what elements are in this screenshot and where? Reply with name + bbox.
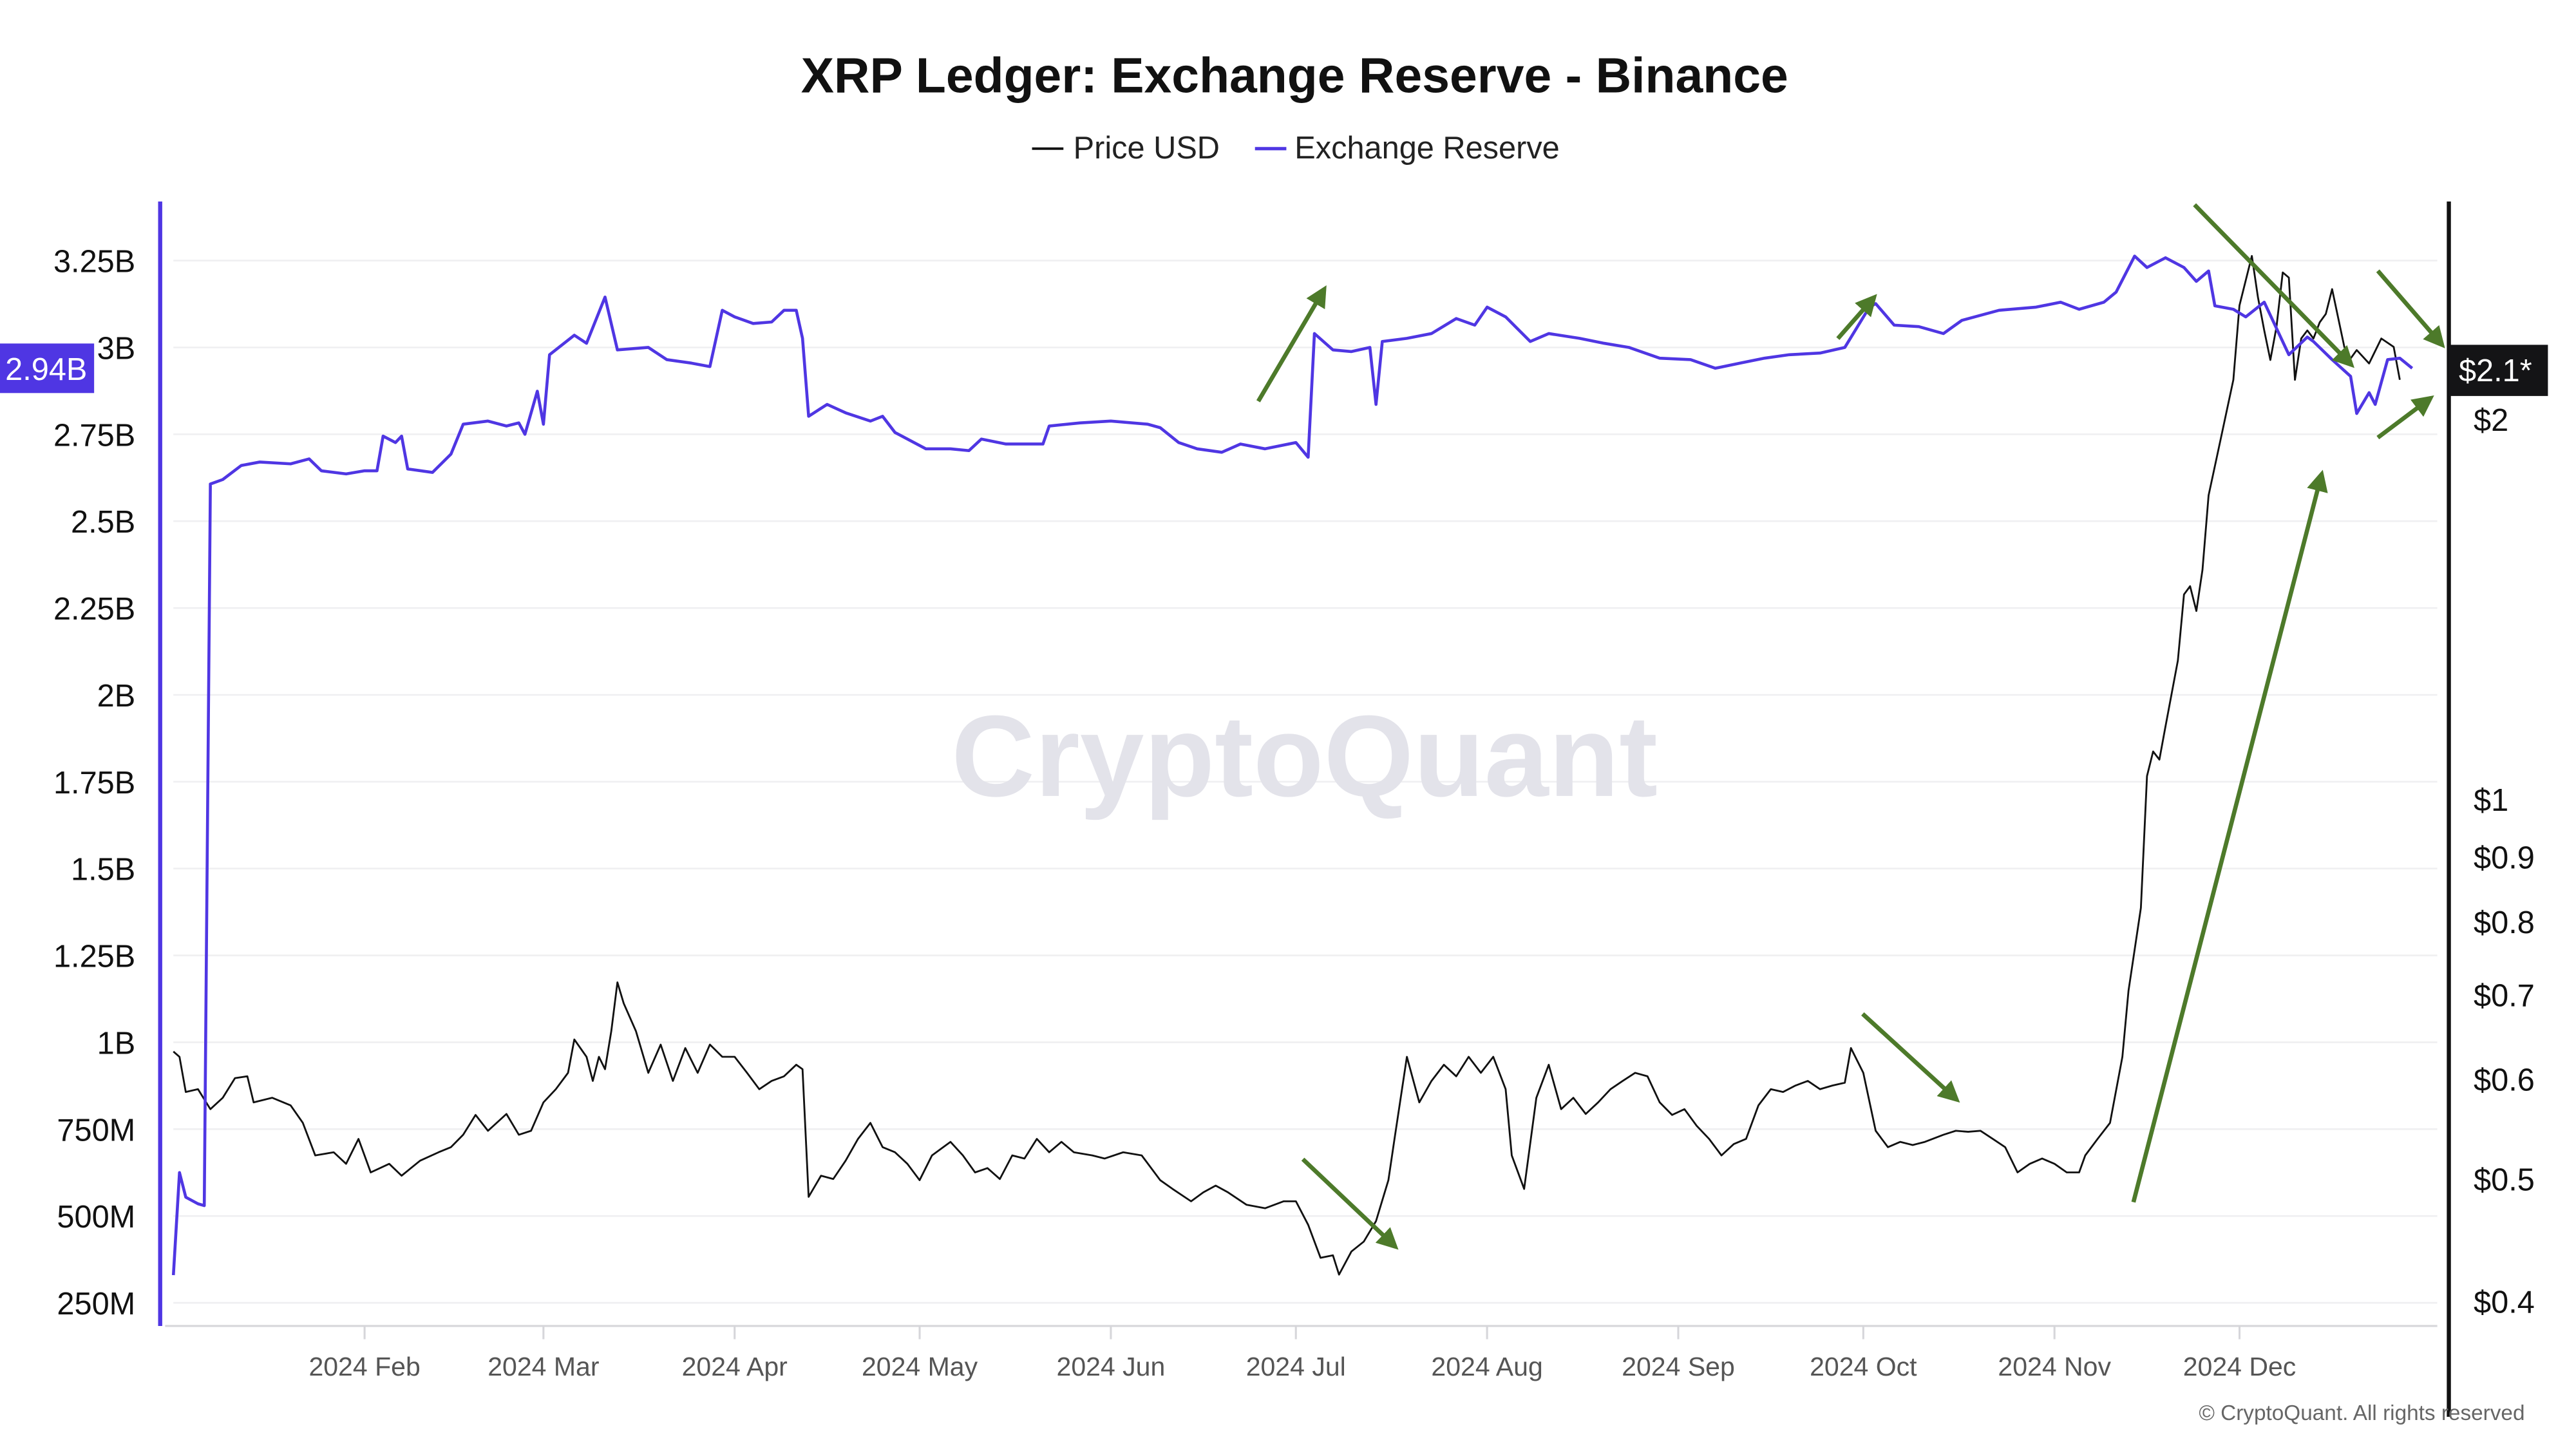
- y-left-tick-label: 2.75B: [53, 418, 135, 453]
- copyright: © CryptoQuant. All rights reserved: [2199, 1401, 2524, 1425]
- x-tick-label: 2024 Jul: [1246, 1352, 1346, 1381]
- price-current-badge: $2.1*: [2448, 345, 2548, 396]
- y-left-tick-label: 1.5B: [71, 853, 135, 887]
- series-lines: [171, 254, 2414, 1276]
- arrow-up-icon: [2131, 469, 2328, 1203]
- x-tick-label: 2024 Mar: [488, 1352, 599, 1381]
- y-left-tick-label: 500M: [57, 1200, 135, 1235]
- y-axis-right: $2 $1 $0.9 $0.8 $0.7 $0.6 $0.5 $0.4: [2447, 201, 2535, 1417]
- chart-title: XRP Ledger: Exchange Reserve - Binance: [801, 48, 1788, 104]
- price-usd-line: [173, 255, 2401, 1276]
- arrow-down-icon: [1301, 1157, 1399, 1250]
- y-right-tick-label: $0.4: [2474, 1285, 2535, 1320]
- reserve-badge-bg: [0, 343, 95, 393]
- price-badge-bg: [2448, 345, 2548, 396]
- x-tick-label: 2024 Nov: [1998, 1352, 2111, 1381]
- legend-label-price: Price USD: [1074, 131, 1220, 166]
- x-tick-label: 2024 Feb: [308, 1352, 420, 1381]
- y-right-tick-label: $0.9: [2474, 841, 2535, 876]
- y-right-tick-label: $0.8: [2474, 905, 2535, 940]
- y-right-tick-label: $0.6: [2474, 1063, 2535, 1098]
- y-left-tick-label: 750M: [57, 1113, 135, 1148]
- y-left-tick-label: 3B: [97, 331, 136, 366]
- arrow-up-icon: [1256, 285, 1327, 402]
- reserve-current-badge: 2.94B: [0, 343, 95, 393]
- x-tick-label: 2024 Sep: [1622, 1352, 1735, 1381]
- x-tick-label: 2024 May: [862, 1352, 978, 1381]
- x-tick-label: 2024 Aug: [1431, 1352, 1542, 1381]
- legend-label-reserve: Exchange Reserve: [1294, 131, 1560, 166]
- y-left-tick-label: 2.25B: [53, 592, 135, 627]
- x-tick-label: 2024 Dec: [2183, 1352, 2297, 1381]
- arrow-down-icon: [2193, 203, 2354, 368]
- gridlines: [173, 260, 2438, 1304]
- legend: Price USD Exchange Reserve: [1032, 131, 1560, 166]
- price-badge-label: $2.1*: [2459, 354, 2532, 388]
- reserve-badge-label: 2.94B: [5, 352, 87, 387]
- y-axis-left: 250M 500M 750M 1B 1.25B 1.5B 1.75B 2B 2.25B 2.5B 2…: [53, 201, 162, 1326]
- arrow-down-icon: [1861, 1012, 1960, 1103]
- x-tick-label: 2024 Apr: [682, 1352, 788, 1381]
- y-right-tick-label: $0.5: [2474, 1163, 2535, 1198]
- legend-item-reserve[interactable]: Exchange Reserve: [1255, 131, 1560, 166]
- y-right-tick-label: $2: [2474, 403, 2508, 438]
- y-left-tick-label: 250M: [57, 1287, 135, 1321]
- x-tick-label: 2024 Oct: [1810, 1352, 1917, 1381]
- y-right-tick-label: $1: [2474, 783, 2508, 818]
- arrow-up-icon: [2376, 395, 2434, 440]
- y-left-tick-label: 1B: [97, 1026, 136, 1061]
- arrow-down-icon: [2376, 269, 2445, 348]
- y-left-tick-label: 2B: [97, 679, 136, 714]
- annotation-arrows: [1256, 203, 2445, 1250]
- y-left-tick-label: 3.25B: [53, 245, 135, 279]
- x-tick-label: 2024 Jun: [1057, 1352, 1166, 1381]
- watermark: CryptoQuant: [951, 692, 1658, 821]
- y-left-tick-label: 1.25B: [53, 940, 135, 974]
- arrow-up-icon: [1836, 294, 1877, 340]
- y-left-tick-label: 2.5B: [71, 505, 135, 540]
- legend-item-price[interactable]: Price USD: [1032, 131, 1220, 166]
- x-axis: 2024 Feb 2024 Mar 2024 Apr 2024 May 2024 Jun…: [165, 1325, 2438, 1381]
- exchange-reserve-line: [171, 254, 2414, 1276]
- y-left-tick-label: 1.75B: [53, 766, 135, 800]
- y-right-tick-label: $0.7: [2474, 978, 2535, 1013]
